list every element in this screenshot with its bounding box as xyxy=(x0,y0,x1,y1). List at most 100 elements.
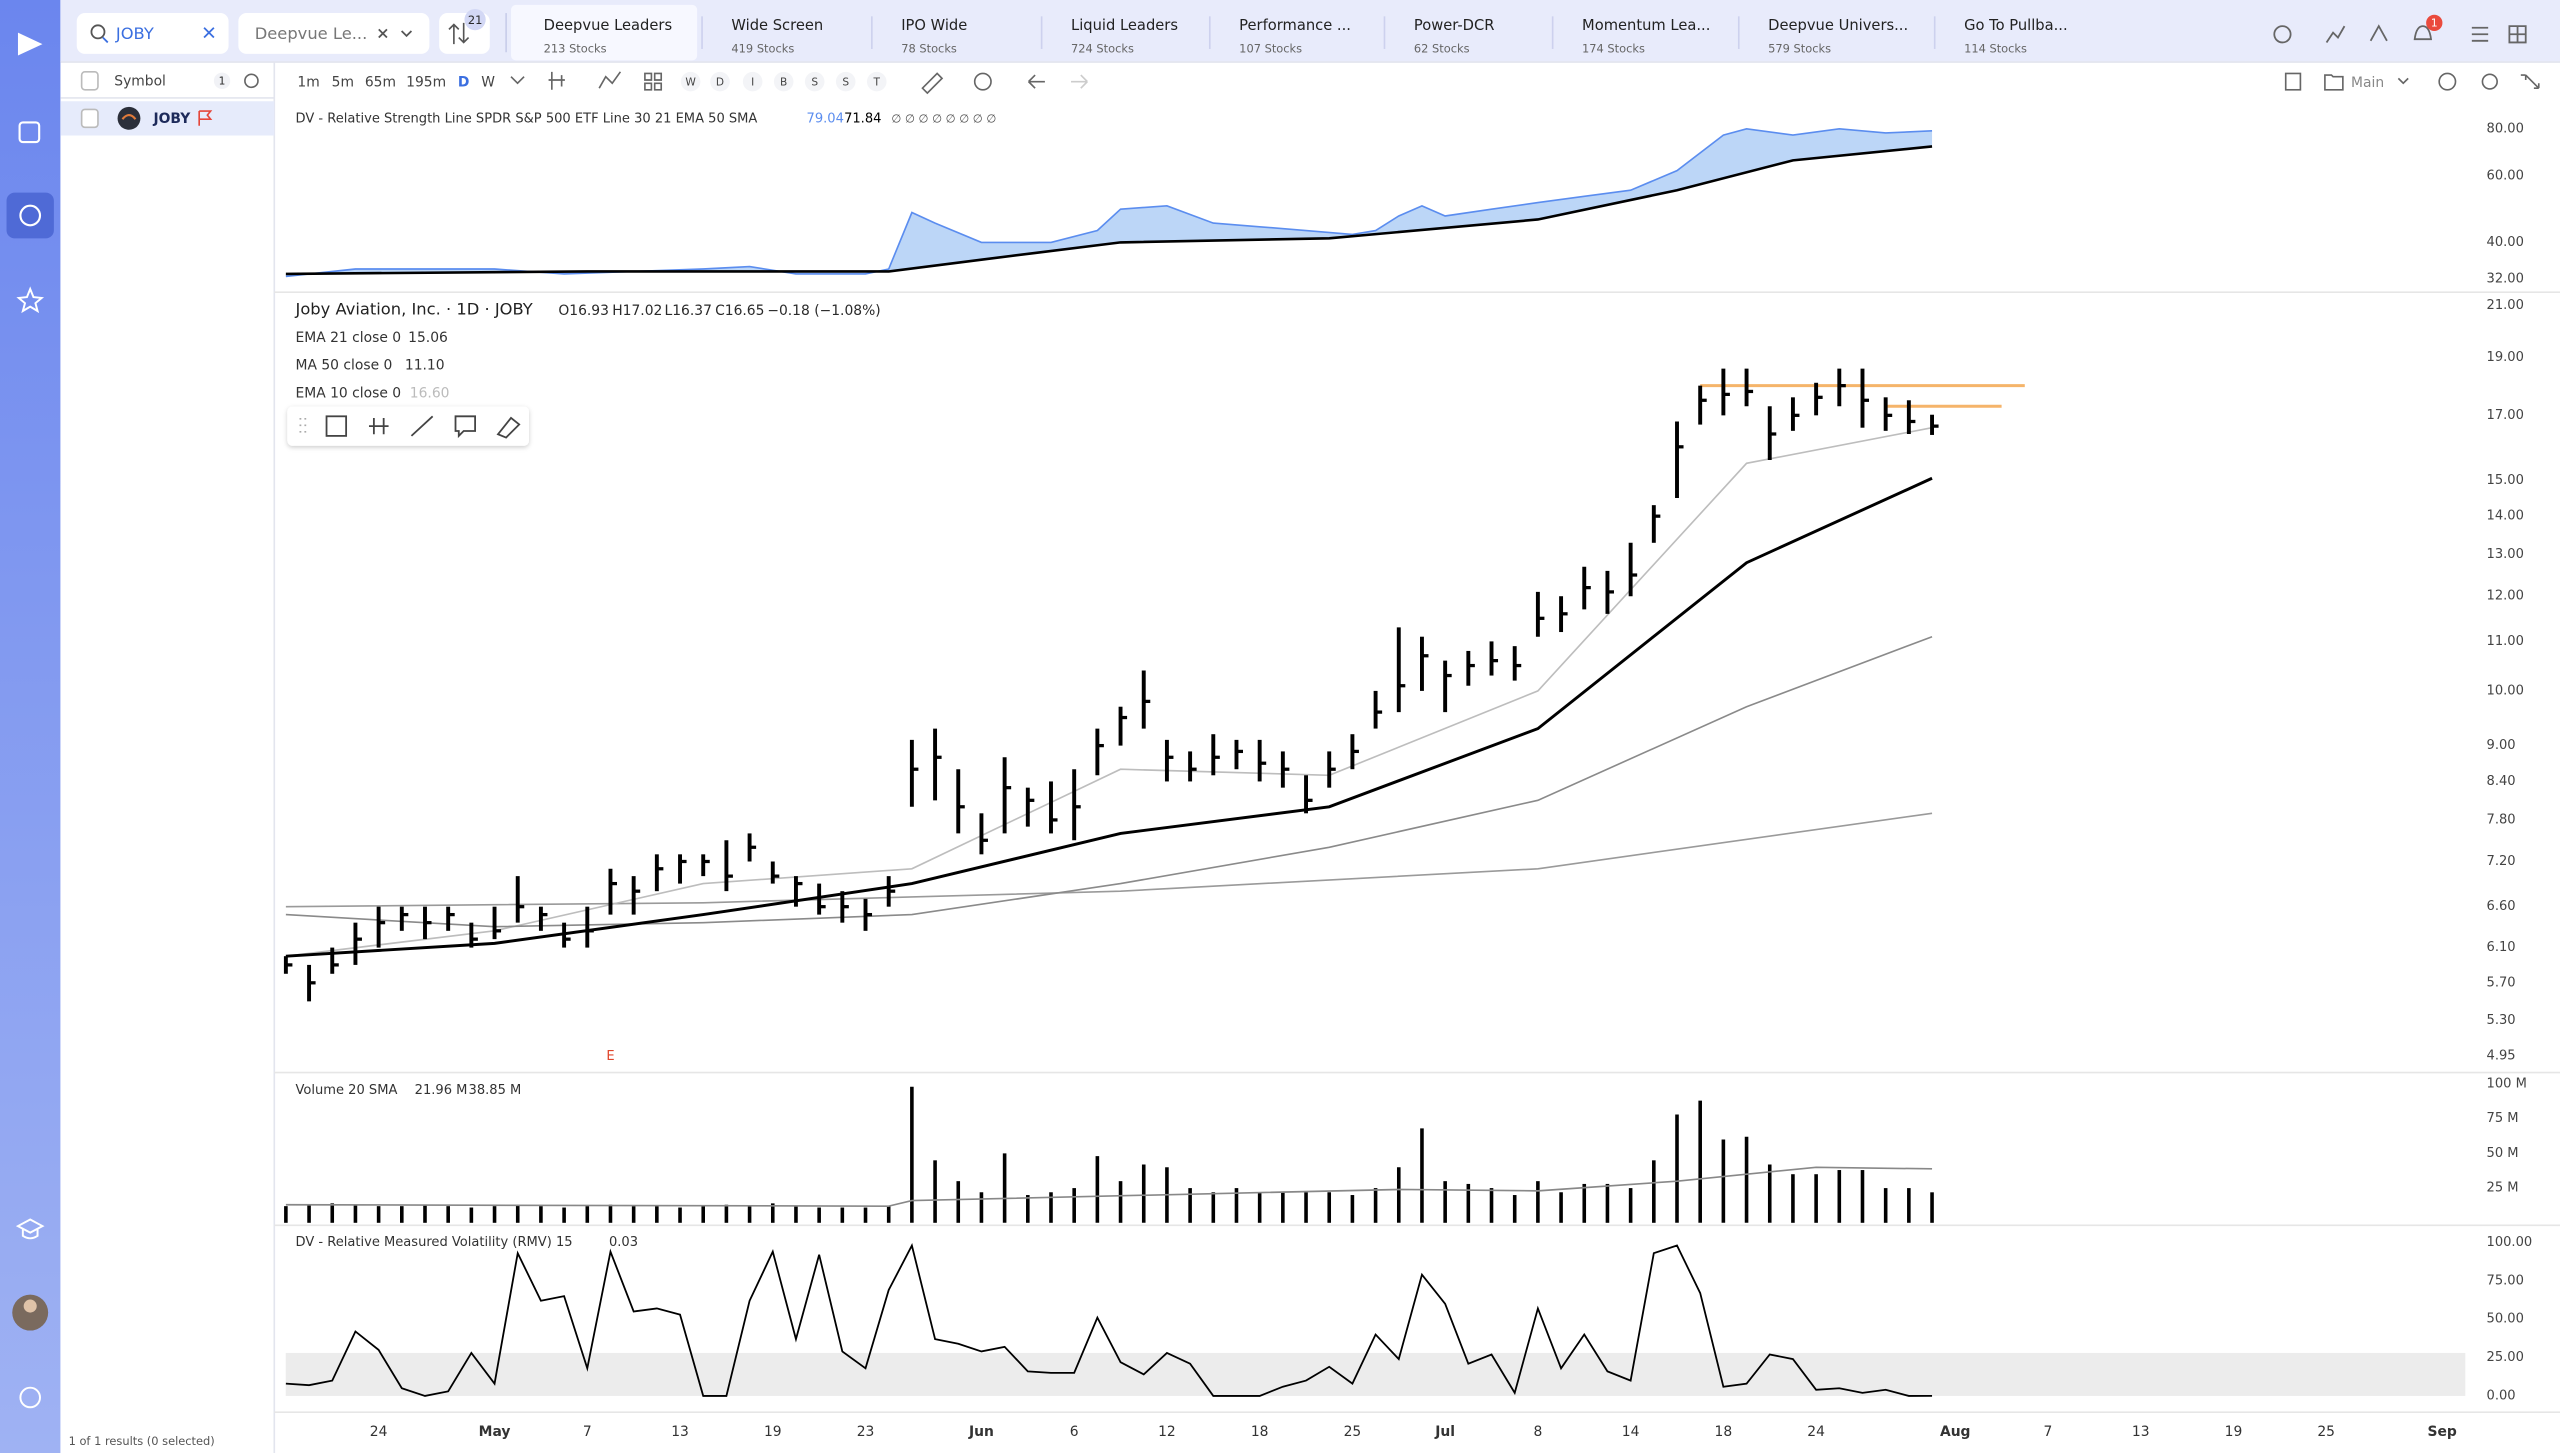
tool-icon[interactable] xyxy=(2369,24,2388,42)
search-box[interactable] xyxy=(76,13,229,54)
tab-count[interactable]: 114 Stocks xyxy=(1964,41,2027,55)
nav-icon[interactable] xyxy=(18,121,41,144)
tab-count[interactable]: 62 Stocks xyxy=(1414,41,1470,55)
nav-active[interactable] xyxy=(6,192,54,239)
notification-count: 1 xyxy=(2431,17,2438,30)
x-tick-label: 7 xyxy=(2044,1424,2053,1440)
marker-letter[interactable]: B xyxy=(780,75,787,88)
settings[interactable] xyxy=(2481,73,2498,90)
interval[interactable]: D xyxy=(458,74,470,90)
logo[interactable] xyxy=(17,32,43,56)
layout-name[interactable]: Main xyxy=(2351,75,2384,91)
tab-name[interactable]: Deepvue Leaders xyxy=(544,17,672,34)
fullscreen[interactable] xyxy=(2520,74,2540,89)
tab-count[interactable]: 213 Stocks xyxy=(544,41,607,55)
interval[interactable]: W xyxy=(481,74,495,90)
line-tool[interactable] xyxy=(410,415,434,437)
y-tick-label: 12.00 xyxy=(2487,589,2524,604)
x-tick-label: 25 xyxy=(2317,1424,2335,1440)
marker-letter[interactable]: D xyxy=(716,75,724,88)
checkbox[interactable] xyxy=(80,108,99,129)
tab-count[interactable]: 107 Stocks xyxy=(1239,41,1302,55)
dropdown[interactable] xyxy=(510,76,525,85)
y-tick-label: 14.00 xyxy=(2487,509,2524,524)
symbol-ticker[interactable]: JOBY xyxy=(152,111,191,127)
folder[interactable] xyxy=(2324,74,2344,91)
marker-button[interactable] xyxy=(866,71,887,92)
list-icon[interactable] xyxy=(2471,26,2489,42)
nav-icon[interactable] xyxy=(19,204,42,227)
avatar-face xyxy=(23,1299,37,1313)
tab-name[interactable]: Performance ... xyxy=(1239,17,1351,34)
search-text[interactable]: JOBY xyxy=(115,24,154,43)
marker-button[interactable] xyxy=(804,71,825,92)
layouts[interactable] xyxy=(644,72,663,91)
erase-tool[interactable] xyxy=(496,416,521,439)
x-tick-label: 6 xyxy=(1070,1424,1079,1440)
tab-name[interactable]: Deepvue Univers... xyxy=(1768,17,1908,34)
dropdown[interactable] xyxy=(2397,77,2409,85)
nav-icon[interactable] xyxy=(19,1386,41,1409)
share-icon[interactable] xyxy=(2273,25,2292,44)
tab-name[interactable]: Go To Pullba... xyxy=(1964,17,2068,34)
legend-value: 16.60 xyxy=(410,385,450,401)
y-tick-label: 15.00 xyxy=(2487,473,2524,488)
marker-letter[interactable]: S xyxy=(811,75,818,88)
marker-letter[interactable]: W xyxy=(685,75,696,88)
marker-letter[interactable]: T xyxy=(872,75,880,88)
draw[interactable] xyxy=(921,72,944,95)
y-tick-label: 7.20 xyxy=(2487,854,2516,869)
nav-icon[interactable] xyxy=(16,286,45,314)
bell-icon[interactable] xyxy=(2413,25,2433,41)
indicator-title: DV - Relative Measured Volatility (RMV) … xyxy=(296,1235,573,1250)
marker-button[interactable] xyxy=(710,71,730,92)
rs-ema-value: 71.84 xyxy=(844,112,881,127)
logo-mark xyxy=(121,114,137,120)
tab-name[interactable]: Power-DCR xyxy=(1414,17,1495,34)
tab-count[interactable]: 579 Stocks xyxy=(1768,41,1831,55)
rect-tool[interactable] xyxy=(325,415,348,437)
y-tick-label: 13.00 xyxy=(2487,547,2524,562)
marker-button[interactable] xyxy=(773,71,794,92)
icon[interactable] xyxy=(2284,72,2302,91)
tab-count[interactable]: 174 Stocks xyxy=(1582,41,1645,55)
interval[interactable]: 65m xyxy=(365,74,396,90)
note-tool[interactable] xyxy=(454,415,477,439)
interval[interactable]: 1m xyxy=(297,74,319,90)
tab-count[interactable]: 419 Stocks xyxy=(731,41,794,55)
refresh[interactable] xyxy=(973,72,992,91)
tab-name[interactable]: IPO Wide xyxy=(901,17,967,34)
active-tab[interactable] xyxy=(511,4,698,61)
marker-letter[interactable]: I xyxy=(751,75,754,88)
undo[interactable] xyxy=(1027,74,1045,89)
marker-letter[interactable]: S xyxy=(842,75,849,88)
interval[interactable]: 195m xyxy=(406,74,446,90)
indicator[interactable] xyxy=(598,71,622,89)
y-tick-label: 60.00 xyxy=(2487,168,2524,183)
x-tick-label: Sep xyxy=(2427,1424,2456,1440)
top-icons xyxy=(2273,24,2527,44)
nav-icon[interactable] xyxy=(15,1218,45,1240)
chart-icon[interactable] xyxy=(2325,25,2346,43)
tab-count[interactable]: 724 Stocks xyxy=(1071,41,1134,55)
legend-name: MA 50 close 0 xyxy=(296,358,393,374)
icon[interactable] xyxy=(2438,72,2457,91)
tab-name[interactable]: Momentum Lea... xyxy=(1582,17,1710,34)
watchlist-box[interactable] xyxy=(238,13,430,54)
marker-button[interactable] xyxy=(835,71,856,92)
marker-button[interactable] xyxy=(680,71,701,92)
bar-type[interactable] xyxy=(548,71,565,90)
settings-icon[interactable] xyxy=(244,73,259,89)
tab-name[interactable]: Wide Screen xyxy=(731,17,823,34)
marker-button[interactable] xyxy=(742,71,763,92)
x-tick-label: Aug xyxy=(1940,1424,1971,1440)
grid-icon[interactable] xyxy=(2508,25,2527,44)
checkbox[interactable] xyxy=(80,71,99,91)
interval[interactable]: 5m xyxy=(332,74,354,90)
indicator-flags: ∅ ∅ ∅ ∅ ∅ ∅ ∅ ∅ xyxy=(891,112,996,126)
tab-count[interactable]: 78 Stocks xyxy=(901,41,957,55)
tab-name[interactable]: Liquid Leaders xyxy=(1071,17,1178,34)
watchlist-text[interactable]: Deepvue Le... xyxy=(255,24,368,43)
fib-tool[interactable] xyxy=(368,417,389,435)
y-tick-label: 7.80 xyxy=(2487,812,2516,827)
